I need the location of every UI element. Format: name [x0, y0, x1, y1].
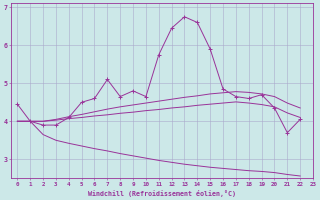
X-axis label: Windchill (Refroidissement éolien,°C): Windchill (Refroidissement éolien,°C)	[88, 190, 236, 197]
